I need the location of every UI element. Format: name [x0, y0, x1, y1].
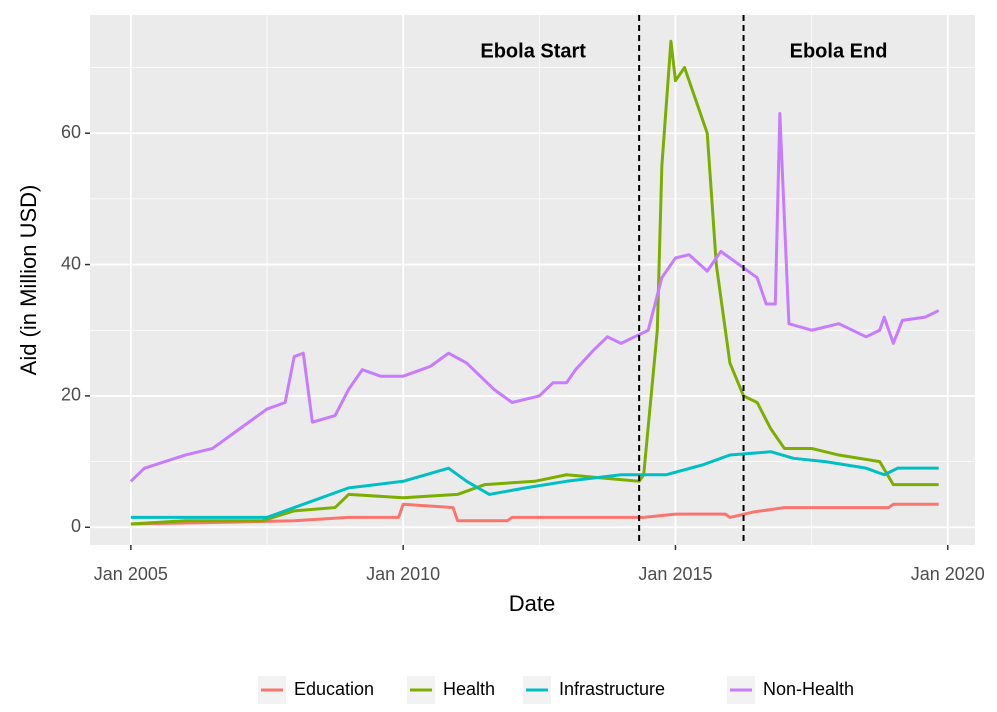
y-tick-label: 60 [61, 122, 81, 142]
y-tick-label: 0 [71, 516, 81, 536]
series-line [129, 112, 940, 483]
y-tick-label: 40 [61, 253, 81, 273]
x-tick-label: Jan 2010 [366, 564, 440, 584]
legend-label: Health [443, 679, 495, 699]
legend-label: Education [294, 679, 374, 699]
x-tick-label: Jan 2015 [638, 564, 712, 584]
event-label: Ebola End [790, 40, 888, 62]
panel [90, 15, 975, 545]
series-line [130, 502, 939, 526]
legend-label: Infrastructure [559, 679, 665, 699]
series-line [130, 39, 939, 526]
x-tick-label: Jan 2020 [911, 564, 985, 584]
legend-label: Non-Health [763, 679, 854, 699]
x-tick-label: Jan 2005 [94, 564, 168, 584]
y-axis-title: Aid (in Million USD) [16, 185, 41, 376]
event-label: Ebola Start [480, 40, 586, 62]
y-tick-label: 20 [61, 385, 81, 405]
x-axis-title: Date [509, 591, 555, 616]
series-line [130, 450, 939, 519]
